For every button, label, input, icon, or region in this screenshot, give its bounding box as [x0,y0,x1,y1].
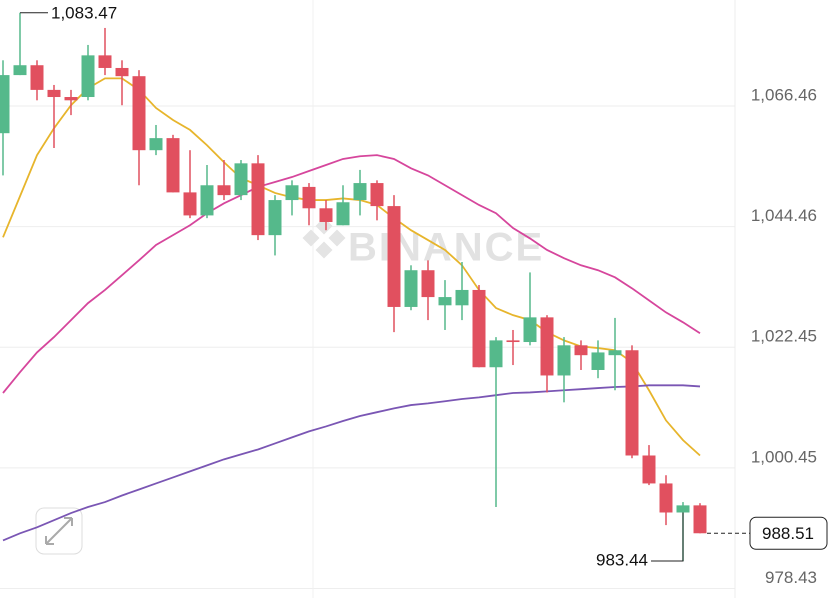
candle-body [574,345,588,356]
last-price-box [749,516,828,550]
candle-body [285,185,299,201]
candle-body [693,505,707,534]
watermark: BINANCE [348,226,544,270]
watermark-logo [302,217,346,259]
last-price-label: 988.51 [762,524,814,543]
candle-body [81,55,95,98]
candle-body [132,76,146,151]
candle-body [370,183,384,207]
candle-body [404,270,418,307]
candle-body [591,352,605,370]
candle-body [0,75,10,134]
candle-body [98,55,112,68]
candle-body [421,270,435,298]
candle-body [268,200,282,236]
expand-button[interactable] [35,507,83,555]
candle-body [455,289,469,306]
candle-body [523,317,537,343]
candle-body [557,345,571,376]
candle-body [47,89,61,98]
y-tick-label: 1,044.46 [751,206,817,225]
candle-body [353,183,367,201]
candle-body [200,185,214,216]
candle-body [642,455,656,484]
candle-body [217,185,231,196]
candle-body [659,483,673,513]
candle-body [302,186,316,209]
candle-body [676,505,690,513]
y-tick-label: 1,022.45 [751,327,817,346]
candle-body [166,138,180,193]
candle-body [489,340,503,368]
y-tick-label: 1,000.45 [751,447,817,466]
candle-body [149,138,163,151]
candle-body [438,297,452,306]
y-tick-label: 1,066.46 [751,85,817,104]
candle-body [115,67,129,77]
high-label: 1,083.47 [51,3,117,22]
candle-body [608,350,622,356]
low-label: 983.44 [596,551,648,570]
candle-body [336,202,350,226]
candle-body [64,97,78,101]
candle-body [506,340,520,343]
candle-body [30,65,44,90]
candle-body [540,317,554,376]
ma-line [2,384,701,542]
candle-body [472,289,486,368]
low-leader [651,512,684,562]
candle-body [319,208,333,222]
candle-body [251,163,265,236]
candle-body [234,163,248,196]
ma-line [2,154,701,394]
candle-body [387,206,401,307]
candle-body [625,350,639,456]
y-tick-label: 978.43 [765,568,817,587]
candle-body [13,65,27,76]
candle-body [183,192,197,216]
